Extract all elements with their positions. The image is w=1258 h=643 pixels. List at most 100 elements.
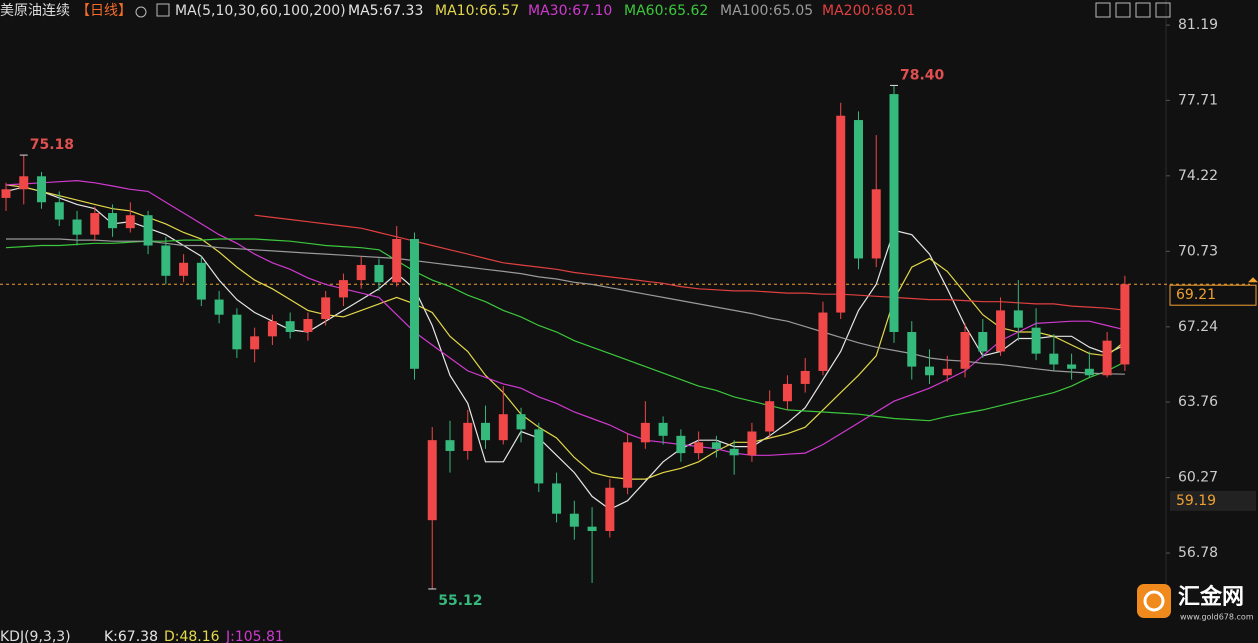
ma-line [254, 214, 1125, 311]
candle-body [19, 176, 29, 190]
candle-body [996, 310, 1006, 352]
candle-body [694, 442, 704, 454]
candle-body [836, 115, 846, 313]
chart-title: 美原油连续 [0, 2, 70, 19]
candle-body [125, 215, 135, 229]
y-tick-label: 77.71 [1178, 92, 1218, 108]
candle-body [534, 429, 544, 484]
annotation: 78.40 [900, 67, 945, 83]
toolbar-icons[interactable] [135, 2, 1171, 18]
legend-entry: MA5:67.33 [348, 3, 423, 19]
candle-body [587, 526, 597, 532]
logo [1137, 584, 1171, 618]
icon[interactable] [1135, 2, 1151, 18]
candle-body [729, 448, 739, 456]
marker-price-label: 59.19 [1176, 493, 1216, 509]
candle-body [907, 332, 917, 367]
candle-body [161, 245, 171, 276]
candle-body [640, 422, 650, 443]
candle-body [1031, 327, 1041, 354]
ma-params: MA(5,10,30,60,100,200) [175, 3, 346, 19]
candle-body [978, 332, 988, 352]
ma-line [6, 238, 1125, 375]
legend-entry: MA10:66.57 [435, 3, 519, 19]
candle-body [569, 513, 579, 527]
candle-body [143, 215, 153, 246]
current-price-box [1169, 284, 1257, 306]
candle-body [321, 297, 331, 320]
candle-body [356, 264, 366, 281]
candle-body [498, 414, 508, 441]
candle-body [782, 383, 792, 402]
candle-body [1084, 368, 1094, 376]
candle-body [54, 202, 64, 220]
icon[interactable] [1155, 2, 1171, 18]
ma-line [5, 184, 1126, 480]
candle-body [623, 442, 633, 488]
y-tick-label: 60.27 [1178, 470, 1218, 486]
candle-body [374, 264, 384, 283]
candle-body [445, 440, 455, 451]
icon[interactable] [156, 3, 170, 17]
indicator-value: J:105.81 [225, 629, 284, 643]
candle-body [711, 442, 721, 449]
watermark: 汇金网 www.gold678.com [1137, 584, 1254, 622]
candle-body [960, 332, 970, 369]
candle-body [232, 314, 242, 350]
candle-body [1120, 284, 1130, 365]
candle-body [90, 213, 100, 235]
candle-body [1049, 353, 1059, 365]
legend-entry: MA30:67.10 [528, 3, 612, 19]
ma-line [5, 238, 1126, 422]
y-tick-label: 74.22 [1178, 168, 1218, 184]
candle-body [179, 262, 189, 276]
logo-mark [1143, 590, 1165, 612]
candle-body [196, 262, 206, 300]
candle-body [250, 336, 260, 350]
marker-price-box [1170, 490, 1256, 511]
candle-body [72, 219, 82, 235]
annotation: 55.12 [438, 593, 482, 609]
candle-body [338, 280, 348, 298]
period: 【日线】 [76, 3, 132, 19]
y-tick-label: 63.76 [1178, 394, 1218, 410]
y-tick-label: 70.73 [1178, 243, 1218, 259]
ma-line [5, 179, 1126, 456]
candle-body [853, 120, 863, 259]
candle-body [1067, 364, 1077, 369]
candle-body [925, 366, 935, 376]
indicator-value: K:67.38 [104, 629, 158, 643]
candle-body [37, 176, 47, 203]
candle-body [800, 370, 810, 384]
candle-body [285, 321, 295, 333]
candle-body [605, 487, 615, 532]
candle-body [392, 239, 402, 283]
candle-body [765, 401, 775, 432]
candle-body [1, 189, 11, 198]
watermark-name: 汇金网 [1178, 584, 1244, 610]
current-price-arrow [1248, 277, 1258, 283]
candle-body [427, 440, 437, 521]
indicator-name: KDJ(9,3,3) [0, 629, 71, 643]
icon[interactable] [1115, 2, 1131, 18]
icon[interactable] [1095, 2, 1111, 18]
candle-body [409, 239, 419, 369]
candle-body [676, 435, 686, 454]
y-tick-label: 67.24 [1178, 319, 1218, 335]
candle-body [463, 422, 473, 451]
icon[interactable] [135, 6, 147, 18]
candle-body [303, 319, 313, 333]
y-tick-label: 81.19 [1178, 17, 1218, 33]
candle-body [552, 483, 562, 514]
candle-body [516, 414, 526, 430]
y-tick-label: 56.78 [1178, 545, 1218, 561]
candle-body [871, 189, 881, 259]
candle-body [747, 431, 757, 456]
candle-body [214, 299, 224, 315]
ma-line [5, 186, 1126, 511]
legend-entry: MA200:68.01 [822, 3, 915, 19]
watermark-url: www.gold678.com [1180, 613, 1254, 622]
candle-body [1102, 340, 1112, 376]
indicator-value: D:48.16 [164, 629, 220, 643]
